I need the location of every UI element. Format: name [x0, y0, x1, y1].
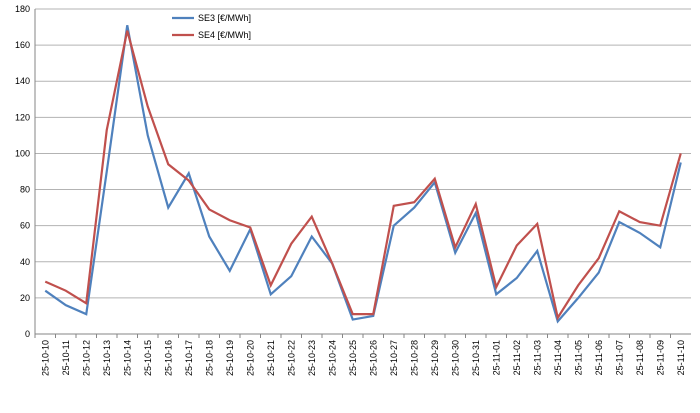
x-tick-label: 25-10-24 — [327, 340, 337, 376]
x-tick-label: 25-10-15 — [143, 340, 153, 376]
x-tick-label: 25-10-26 — [368, 340, 378, 376]
x-tick-label: 25-10-25 — [348, 340, 358, 376]
series-line — [44, 30, 682, 321]
y-tick-label: 160 — [15, 40, 30, 50]
y-tick-label: 0 — [25, 329, 30, 339]
x-tick-label: 25-11-04 — [553, 340, 563, 375]
x-tick-label: 25-10-19 — [225, 340, 235, 376]
x-tick-label: 25-11-09 — [655, 340, 665, 375]
x-tick-label: 25-10-10 — [40, 340, 50, 376]
y-tick-label: 120 — [15, 112, 30, 122]
x-tick-label: 25-10-21 — [266, 340, 276, 376]
x-tick-label: 25-10-22 — [286, 340, 296, 376]
x-tick-label: 25-10-13 — [102, 340, 112, 376]
y-tick-label: 60 — [20, 221, 30, 231]
x-tick-label: 25-10-14 — [122, 340, 132, 376]
x-tick-label: 25-10-17 — [184, 340, 194, 376]
y-tick-label: 140 — [15, 76, 30, 86]
x-tick-label: 25-10-20 — [245, 340, 255, 376]
x-tick-label: 25-10-29 — [430, 340, 440, 376]
y-tick-label: 40 — [20, 257, 30, 267]
x-tick-label: 25-10-16 — [163, 340, 173, 376]
x-tick-label: 25-11-01 — [491, 340, 501, 375]
x-tick-label: 25-10-30 — [450, 340, 460, 376]
x-tick-label: 25-11-03 — [532, 340, 542, 375]
legend-label: SE4 [€/MWh] — [198, 30, 251, 40]
y-tick-label: 20 — [20, 293, 30, 303]
x-tick-label: 25-11-06 — [594, 340, 604, 375]
x-tick-label: 25-11-05 — [573, 340, 583, 375]
x-tick-label: 25-10-28 — [409, 340, 419, 376]
legend-label: SE3 [€/MWh] — [198, 13, 251, 23]
series-line — [44, 25, 682, 324]
x-tick-label: 25-11-02 — [512, 340, 522, 375]
y-tick-label: 100 — [15, 148, 30, 158]
y-tick-label: 80 — [20, 185, 30, 195]
x-tick-label: 25-10-18 — [204, 340, 214, 376]
x-tick-label: 25-10-12 — [81, 340, 91, 376]
x-tick-label: 25-10-11 — [61, 340, 71, 375]
x-tick-label: 25-11-08 — [635, 340, 645, 375]
x-tick-label: 25-11-10 — [676, 340, 686, 375]
x-tick-label: 25-10-23 — [307, 340, 317, 376]
y-tick-label: 180 — [15, 4, 30, 14]
x-tick-label: 25-10-31 — [471, 340, 481, 376]
x-tick-label: 25-10-27 — [389, 340, 399, 376]
x-tick-label: 25-11-07 — [614, 340, 624, 375]
